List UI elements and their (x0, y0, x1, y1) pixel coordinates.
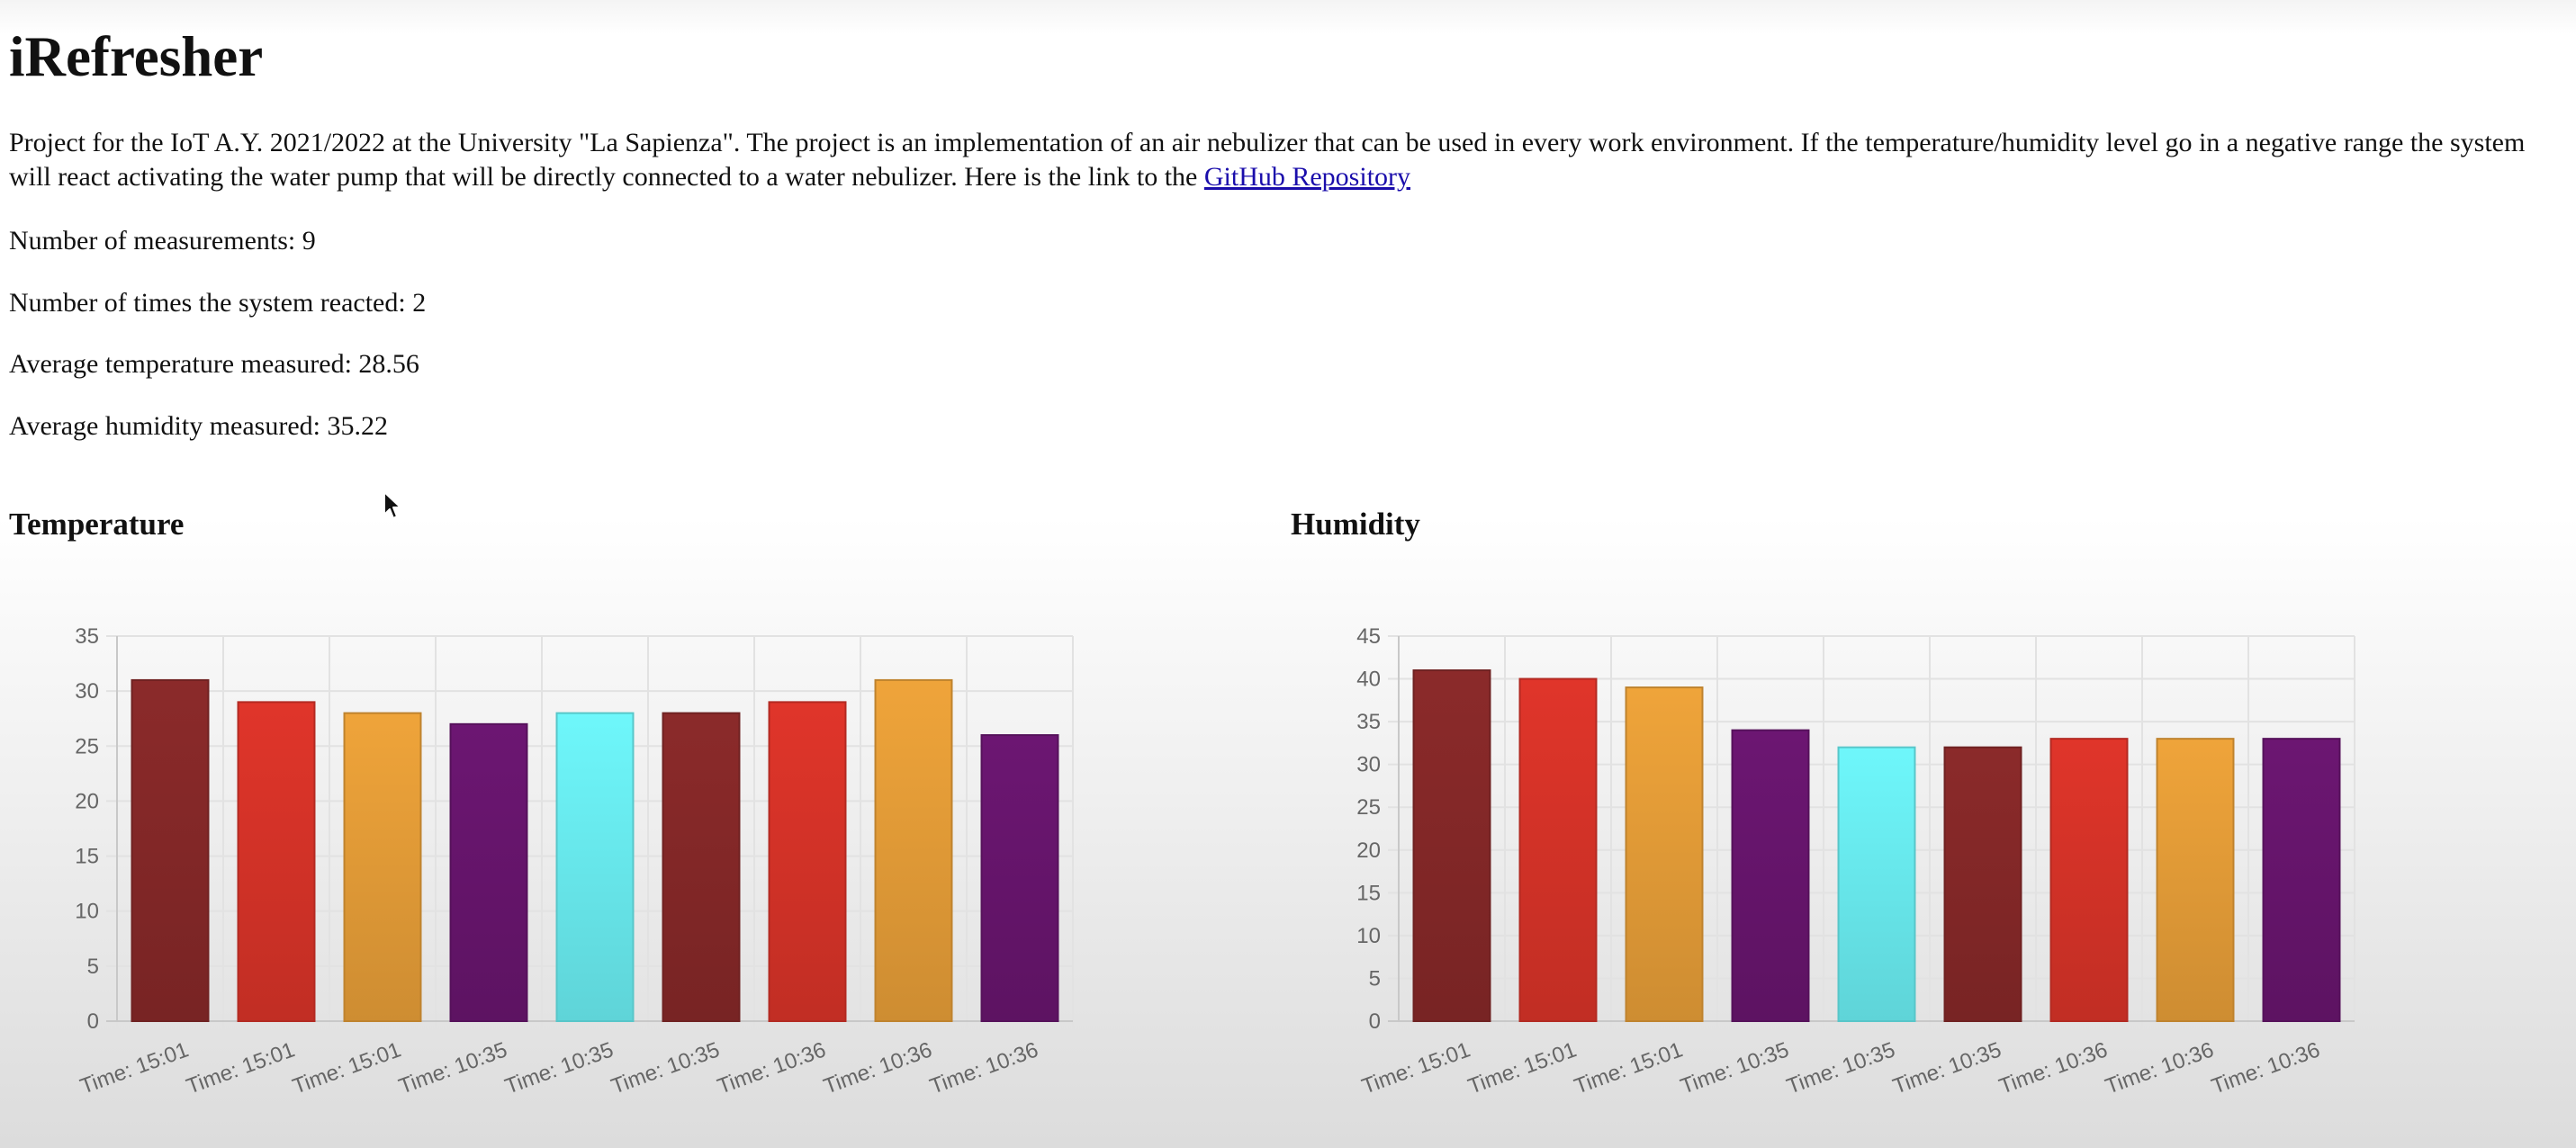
humidity-y-tick-label: 30 (1356, 753, 1381, 777)
humidity-bar[interactable] (1518, 677, 1598, 1023)
humidity-y-tick-label: 0 (1369, 1009, 1381, 1034)
humidity-x-tick-label: Time: 15:01 (1465, 1037, 1580, 1099)
reactions-count: Number of times the system reacted: 2 (9, 288, 427, 318)
temperature-y-tick-label: 30 (75, 679, 99, 704)
temperature-y-tick-label: 0 (87, 1009, 99, 1034)
temperature-y-tick-label: 20 (75, 789, 99, 813)
temperature-section-title: Temperature (9, 507, 185, 542)
temperature-y-tick-label: 5 (87, 955, 99, 979)
github-repository-link[interactable]: GitHub Repository (1203, 162, 1411, 192)
humidity-bar[interactable] (1731, 729, 1810, 1022)
humidity-bar[interactable] (1625, 686, 1704, 1022)
temperature-y-tick-label: 15 (75, 845, 99, 869)
humidity-y-tick-label: 45 (1356, 624, 1381, 649)
temperature-y-tick-label: 35 (75, 624, 99, 649)
temperature-x-tick-label: Time: 10:36 (821, 1037, 935, 1099)
description-text: Project for the IoT A.Y. 2021/2022 at th… (9, 128, 2526, 192)
humidity-bar[interactable] (1943, 746, 2022, 1022)
temperature-x-tick-label: Time: 10:36 (927, 1037, 1041, 1099)
humidity-y-tick-label: 15 (1356, 881, 1381, 905)
average-temperature: Average temperature measured: 28.56 (9, 349, 419, 379)
humidity-y-tick-label: 40 (1356, 668, 1381, 692)
humidity-x-tick-label: Time: 10:36 (1996, 1037, 2111, 1099)
temperature-y-tick-label: 10 (75, 900, 99, 924)
temperature-x-tick-label: Time: 10:35 (502, 1037, 617, 1099)
humidity-x-tick-label: Time: 10:35 (1678, 1037, 1792, 1099)
humidity-bar[interactable] (2156, 738, 2235, 1022)
humidity-bar[interactable] (1412, 669, 1491, 1023)
temperature-x-tick-label: Time: 15:01 (184, 1037, 298, 1099)
temperature-x-tick-label: Time: 10:35 (396, 1037, 510, 1099)
average-humidity: Average humidity measured: 35.22 (9, 411, 388, 441)
measurements-count: Number of measurements: 9 (9, 226, 316, 256)
temperature-bar[interactable] (343, 712, 422, 1022)
humidity-y-tick-label: 35 (1356, 710, 1381, 734)
temperature-x-tick-label: Time: 15:01 (290, 1037, 404, 1099)
humidity-x-tick-label: Time: 10:36 (2103, 1037, 2217, 1099)
humidity-bar[interactable] (2262, 738, 2341, 1022)
humidity-x-tick-label: Time: 15:01 (1572, 1037, 1686, 1099)
humidity-x-tick-label: Time: 15:01 (1359, 1037, 1473, 1099)
project-description: Project for the IoT A.Y. 2021/2022 at th… (9, 126, 2570, 194)
temperature-bar[interactable] (237, 701, 316, 1022)
page-title: iRefresher (9, 25, 264, 88)
humidity-y-tick-label: 10 (1356, 924, 1381, 948)
temperature-bar[interactable] (555, 712, 635, 1022)
humidity-y-tick-label: 5 (1369, 966, 1381, 991)
humidity-y-tick-label: 20 (1356, 839, 1381, 863)
humidity-bar[interactable] (2049, 738, 2129, 1022)
humidity-x-tick-label: Time: 10:35 (1890, 1037, 2004, 1099)
humidity-x-tick-label: Time: 10:36 (2209, 1037, 2323, 1099)
temperature-x-tick-label: Time: 10:35 (608, 1037, 723, 1099)
temperature-bar[interactable] (768, 701, 847, 1022)
temperature-bar[interactable] (662, 712, 741, 1022)
temperature-x-tick-label: Time: 15:01 (77, 1037, 192, 1099)
temperature-bar[interactable] (131, 678, 210, 1023)
temperature-bar[interactable] (874, 678, 953, 1023)
temperature-y-tick-label: 25 (75, 734, 99, 758)
humidity-bar[interactable] (1837, 746, 1916, 1022)
humidity-section-title: Humidity (1291, 507, 1420, 542)
temperature-bar[interactable] (980, 734, 1059, 1023)
humidity-x-tick-label: Time: 10:35 (1784, 1037, 1898, 1099)
humidity-y-tick-label: 25 (1356, 795, 1381, 820)
temperature-x-tick-label: Time: 10:36 (715, 1037, 829, 1099)
temperature-bar[interactable] (449, 722, 528, 1022)
mouse-cursor-icon (383, 491, 401, 519)
